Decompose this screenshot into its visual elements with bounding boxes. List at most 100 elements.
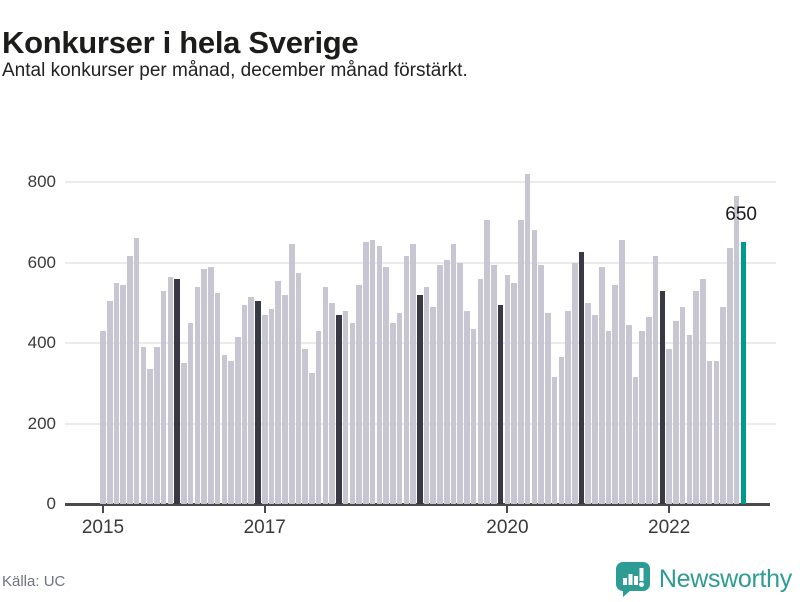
bar-2021-01 (585, 302, 592, 504)
bar-2020-02 (511, 282, 517, 504)
bar-2015-01 (100, 330, 106, 504)
bar-2021-04 (605, 330, 612, 504)
bar-2020-10 (565, 310, 571, 504)
bar-2018-10 (403, 256, 410, 504)
bar-2018-01 (342, 310, 349, 504)
bar-2021-08 (632, 377, 639, 504)
bar-2015-12 (174, 278, 180, 504)
bar-2020-08 (551, 377, 558, 504)
bar-2019-03 (437, 264, 443, 504)
bar-2017-04 (282, 294, 288, 504)
y-tick-label: 200 (27, 413, 56, 433)
bar-2022-06 (700, 278, 706, 504)
x-axis-tick-2020 (506, 506, 509, 513)
bar-2016-01 (181, 363, 187, 504)
bar-2020-04 (524, 173, 531, 504)
bar-2015-02 (106, 300, 113, 504)
y-tick-label: 400 (27, 333, 56, 352)
bar-2019-08 (470, 328, 477, 504)
bar-2015-06 (133, 238, 140, 504)
bar-2017-03 (275, 280, 282, 504)
bar-2019-07 (464, 310, 470, 504)
bar-2017-10 (322, 286, 329, 504)
bar-2018-08 (390, 322, 396, 504)
bar-2015-09 (154, 347, 160, 504)
bar-2022-12 (740, 242, 747, 504)
bar-2017-01 (261, 314, 268, 504)
bar-2018-12 (416, 294, 423, 504)
bar-2022-07 (706, 361, 713, 504)
last-value-label: 650 (725, 204, 757, 225)
bar-2016-04 (201, 268, 207, 504)
bar-2016-03 (194, 286, 201, 504)
x-axis-line (65, 503, 770, 506)
bar-2017-02 (268, 308, 275, 504)
bar-2016-05 (208, 266, 214, 504)
x-tick-label: 2022 (648, 517, 691, 538)
bar-2020-12 (578, 252, 585, 504)
bar-2022-01 (666, 349, 672, 504)
bar-2021-07 (625, 324, 632, 504)
bar-2017-08 (309, 373, 315, 504)
bar-2019-04 (443, 260, 450, 504)
bar-2020-09 (558, 357, 565, 504)
page-title: Konkurser i hela Sverige (2, 24, 359, 60)
gridline-800 (65, 181, 776, 183)
y-tick-label: 800 (27, 172, 56, 191)
bar-2020-07 (545, 312, 551, 504)
bar-2020-03 (518, 220, 524, 504)
y-tick-label: 600 (27, 252, 56, 272)
bar-2019-12 (497, 304, 504, 504)
bar-2022-09 (720, 306, 726, 504)
x-tick-label: 2015 (81, 517, 125, 538)
bar-2017-05 (288, 244, 295, 504)
bar-2018-09 (396, 312, 403, 504)
bar-2018-05 (369, 240, 376, 504)
bar-2020-01 (504, 274, 511, 504)
y-tick-label: 0 (46, 494, 56, 513)
bar-2017-09 (315, 330, 322, 504)
bar-2016-02 (187, 322, 194, 504)
bar-2018-11 (410, 244, 416, 504)
bar-2017-06 (295, 272, 302, 504)
x-axis-tick-2022 (668, 506, 671, 513)
bar-2019-01 (423, 286, 430, 504)
bar-2021-10 (646, 316, 652, 504)
bar-2017-12 (336, 314, 342, 504)
bar-2016-06 (214, 292, 221, 504)
bar-2018-06 (376, 246, 383, 504)
bar-2019-06 (457, 262, 463, 504)
bar-2018-02 (349, 322, 356, 504)
bar-2021-11 (652, 256, 659, 504)
bar-2021-12 (659, 290, 666, 504)
bar-2015-10 (160, 290, 167, 504)
x-axis-tick-2015 (102, 506, 104, 513)
bar-2022-03 (679, 306, 686, 504)
chart-subtitle: Antal konkurser per månad, december måna… (2, 60, 468, 81)
bar-2019-11 (491, 264, 497, 504)
brand-name: Newsworthy (658, 564, 792, 593)
gridline-600 (65, 261, 776, 264)
source-note: Källa: UC (2, 573, 66, 590)
bar-2019-02 (430, 306, 437, 504)
bar-2018-04 (363, 242, 369, 504)
bar-2022-02 (673, 320, 679, 504)
bar-2016-08 (228, 361, 234, 504)
bar-2022-11 (733, 196, 740, 504)
bar-2016-07 (221, 355, 228, 504)
bar-2020-06 (538, 264, 544, 504)
bar-2018-07 (383, 266, 389, 504)
bar-2016-10 (241, 304, 248, 504)
bar-chart-speech-bubble-icon (615, 561, 651, 597)
bar-2016-09 (235, 336, 241, 504)
bar-2015-03 (113, 282, 120, 504)
bar-2019-09 (477, 278, 484, 504)
bar-2021-09 (639, 330, 645, 504)
bar-2015-04 (120, 284, 126, 504)
bar-2016-12 (255, 300, 261, 504)
bar-2017-11 (329, 302, 335, 504)
bar-2016-11 (248, 296, 255, 504)
x-tick-label: 2017 (243, 517, 286, 538)
bar-2020-05 (531, 230, 538, 504)
